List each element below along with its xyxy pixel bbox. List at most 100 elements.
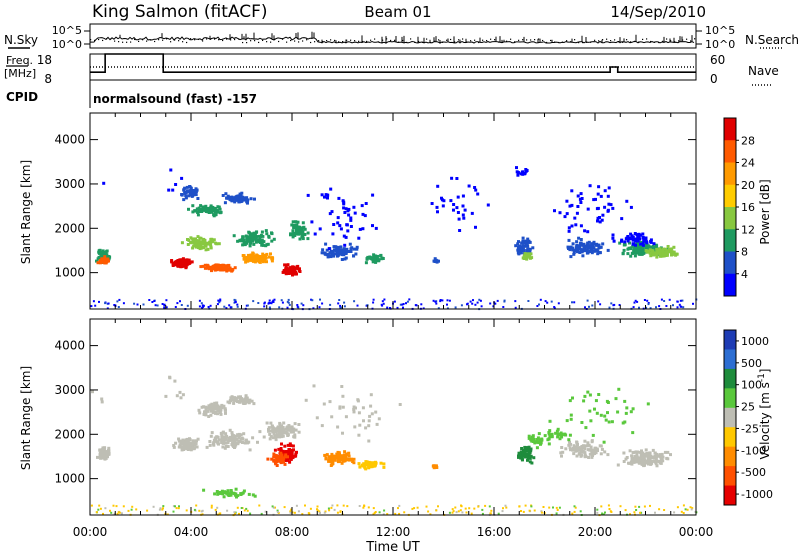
power-cell: [206, 266, 210, 270]
nsearch-dot: [210, 38, 212, 40]
power-cell: [327, 254, 331, 258]
velocity-cell: [274, 435, 278, 439]
velocity-ground-cell: [363, 505, 366, 507]
power-ground-cell: [460, 304, 463, 307]
power-ground-cell: [389, 307, 391, 309]
velocity-cell: [655, 455, 658, 459]
power-cell: [234, 198, 238, 202]
velocity-ground-cell: [673, 511, 676, 514]
power-cell: [631, 242, 635, 246]
velocity-cell: [535, 438, 539, 441]
power-ground-cell: [643, 299, 646, 301]
velocity-ground-cell: [607, 504, 610, 507]
velocity-cell: [587, 443, 591, 447]
nsearch-dot: [678, 40, 680, 42]
velocity-cell: [234, 399, 238, 403]
nsearch-dot: [382, 39, 384, 41]
velocity-cell: [193, 446, 196, 450]
power-cell: [197, 243, 201, 247]
power-ground-cell: [321, 302, 324, 305]
velocity-cell: [527, 434, 531, 438]
velocity-cell: [288, 460, 292, 464]
power-cell: [606, 208, 610, 212]
power-ground-cell: [553, 307, 556, 310]
power-cell: [529, 252, 533, 256]
power-cell: [521, 236, 525, 240]
power-ground-cell: [216, 303, 219, 306]
power-ground-cell: [174, 306, 177, 308]
nsearch-dot: [286, 41, 288, 43]
power-cell: [452, 203, 456, 206]
power-cell: [476, 192, 480, 196]
power-cell: [220, 263, 224, 267]
velocity-cell: [275, 464, 279, 467]
velocity-ground-cell: [293, 511, 296, 514]
power-cell: [583, 229, 587, 233]
power-cell: [642, 239, 646, 242]
nave-label: Nave: [748, 64, 779, 78]
velocity-cell: [320, 424, 324, 428]
power-cell: [264, 244, 268, 248]
velocity-ground-cell: [152, 505, 155, 508]
power-cell: [571, 246, 574, 250]
power-ground-cell: [676, 306, 679, 309]
velocity-ground-cell: [600, 505, 603, 508]
velocity-cell: [91, 390, 94, 394]
nsearch-dot: [402, 39, 404, 42]
velocity-cell: [560, 454, 563, 458]
velocity-colorbar-tick-label: -25: [741, 422, 759, 435]
power-ground-cell: [402, 303, 405, 305]
power-ground-cell: [272, 301, 275, 303]
power-cell: [191, 246, 195, 250]
power-cell: [254, 239, 258, 243]
velocity-cell: [651, 448, 655, 452]
velocity-ground-cell: [283, 506, 286, 509]
power-cell: [585, 248, 589, 252]
velocity-cell: [636, 450, 640, 454]
power-ground-cell: [133, 302, 136, 305]
power-cell: [291, 229, 295, 233]
power-cell: [672, 245, 676, 249]
power-cell: [336, 253, 340, 257]
velocity-cell: [216, 406, 220, 410]
velocity-cell: [269, 421, 273, 425]
velocity-ground-cell: [236, 506, 239, 509]
power-cell: [335, 246, 339, 250]
power-cell: [344, 207, 348, 211]
velocity-ground-cell: [658, 508, 661, 511]
power-cell: [473, 186, 477, 189]
power-cell: [270, 259, 274, 263]
power-cell: [364, 261, 368, 265]
velocity-ground-cell: [649, 504, 651, 507]
velocity-cell: [221, 445, 225, 449]
velocity-cell: [284, 459, 288, 463]
velocity-ground-cell: [608, 508, 611, 510]
power-ground-cell: [415, 304, 418, 307]
power-cell: [656, 249, 660, 253]
velocity-ground-cell: [110, 511, 113, 514]
time-tick-label: 04:00: [174, 525, 209, 539]
power-cell: [531, 246, 535, 250]
velocity-cell: [546, 438, 550, 442]
velocity-ground-cell: [233, 511, 236, 514]
power-cell: [632, 248, 636, 252]
velocity-cell: [286, 434, 290, 437]
velocity-cell: [216, 404, 220, 408]
velocity-cell: [341, 394, 345, 398]
velocity-cell: [281, 426, 285, 430]
velocity-cell: [641, 461, 645, 465]
velocity-cell: [529, 454, 533, 458]
velocity-cell: [281, 434, 285, 438]
velocity-cell: [632, 450, 636, 454]
nsearch-dot: [670, 40, 672, 42]
velocity-ground-cell: [602, 513, 605, 516]
freq-unit: [MHz]: [4, 67, 36, 80]
power-cell: [196, 235, 200, 239]
velocity-cell: [173, 379, 177, 383]
power-ground-cell: [113, 304, 116, 306]
power-ground-cell: [571, 301, 573, 304]
velocity-cell: [539, 441, 543, 445]
velocity-cell: [252, 402, 256, 406]
power-cell: [105, 253, 109, 257]
velocity-cell: [356, 398, 360, 402]
